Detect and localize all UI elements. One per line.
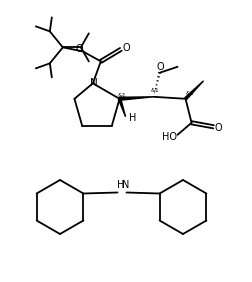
Text: HO: HO: [162, 132, 176, 142]
Text: O: O: [214, 123, 222, 133]
Polygon shape: [184, 81, 203, 100]
Text: &1: &1: [150, 88, 158, 93]
Text: N: N: [90, 78, 97, 88]
Text: N: N: [121, 180, 129, 191]
Text: H: H: [128, 113, 136, 123]
Text: O: O: [75, 44, 82, 54]
Polygon shape: [119, 97, 153, 100]
Text: O: O: [121, 43, 129, 53]
Text: O: O: [156, 62, 164, 72]
Polygon shape: [118, 98, 125, 117]
Text: &1: &1: [117, 93, 125, 98]
Text: H: H: [116, 180, 124, 191]
Text: &1: &1: [184, 91, 193, 96]
